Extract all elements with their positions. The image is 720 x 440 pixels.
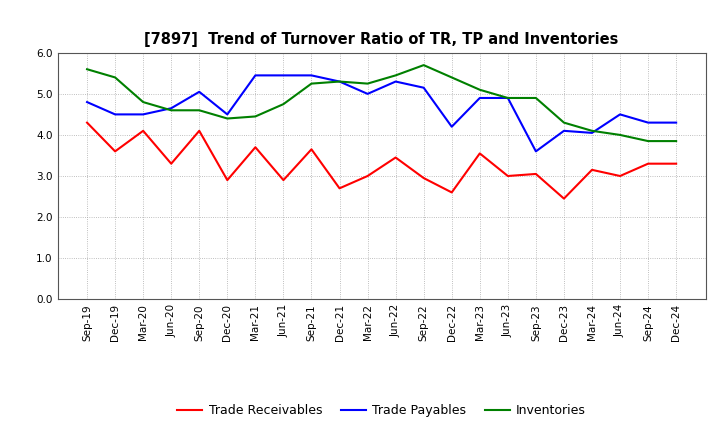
Trade Receivables: [279, 177, 288, 183]
Inventories: [419, 62, 428, 68]
Title: [7897]  Trend of Turnover Ratio of TR, TP and Inventories: [7897] Trend of Turnover Ratio of TR, TP…: [145, 33, 618, 48]
Trade Payables: [139, 112, 148, 117]
Trade Payables: [251, 73, 260, 78]
Trade Receivables: [531, 171, 540, 176]
Trade Payables: [531, 149, 540, 154]
Trade Payables: [588, 130, 596, 136]
Inventories: [364, 81, 372, 86]
Trade Receivables: [167, 161, 176, 166]
Trade Payables: [364, 91, 372, 96]
Inventories: [307, 81, 316, 86]
Inventories: [559, 120, 568, 125]
Trade Payables: [447, 124, 456, 129]
Trade Receivables: [447, 190, 456, 195]
Trade Payables: [279, 73, 288, 78]
Inventories: [83, 66, 91, 72]
Line: Inventories: Inventories: [87, 65, 676, 141]
Trade Receivables: [336, 186, 344, 191]
Trade Receivables: [364, 173, 372, 179]
Trade Payables: [223, 112, 232, 117]
Inventories: [644, 139, 652, 144]
Inventories: [391, 73, 400, 78]
Trade Receivables: [307, 147, 316, 152]
Line: Trade Receivables: Trade Receivables: [87, 123, 676, 198]
Trade Receivables: [419, 176, 428, 181]
Inventories: [531, 95, 540, 101]
Trade Receivables: [644, 161, 652, 166]
Inventories: [336, 79, 344, 84]
Trade Payables: [167, 106, 176, 111]
Inventories: [503, 95, 512, 101]
Inventories: [111, 75, 120, 80]
Trade Receivables: [503, 173, 512, 179]
Line: Trade Payables: Trade Payables: [87, 75, 676, 151]
Trade Payables: [559, 128, 568, 133]
Inventories: [167, 108, 176, 113]
Inventories: [251, 114, 260, 119]
Inventories: [475, 87, 484, 92]
Trade Receivables: [251, 145, 260, 150]
Inventories: [447, 75, 456, 80]
Trade Receivables: [588, 167, 596, 172]
Trade Receivables: [111, 149, 120, 154]
Inventories: [672, 139, 680, 144]
Inventories: [616, 132, 624, 138]
Trade Payables: [475, 95, 484, 101]
Trade Payables: [336, 79, 344, 84]
Trade Receivables: [139, 128, 148, 133]
Trade Receivables: [616, 173, 624, 179]
Inventories: [223, 116, 232, 121]
Trade Receivables: [195, 128, 204, 133]
Trade Payables: [503, 95, 512, 101]
Trade Receivables: [672, 161, 680, 166]
Trade Receivables: [559, 196, 568, 201]
Trade Payables: [419, 85, 428, 90]
Inventories: [588, 128, 596, 133]
Inventories: [139, 99, 148, 105]
Inventories: [279, 102, 288, 107]
Trade Payables: [391, 79, 400, 84]
Trade Payables: [83, 99, 91, 105]
Trade Payables: [616, 112, 624, 117]
Trade Payables: [644, 120, 652, 125]
Legend: Trade Receivables, Trade Payables, Inventories: Trade Receivables, Trade Payables, Inven…: [172, 399, 591, 422]
Trade Receivables: [391, 155, 400, 160]
Trade Payables: [195, 89, 204, 95]
Trade Payables: [307, 73, 316, 78]
Trade Payables: [111, 112, 120, 117]
Inventories: [195, 108, 204, 113]
Trade Receivables: [223, 177, 232, 183]
Trade Receivables: [83, 120, 91, 125]
Trade Receivables: [475, 151, 484, 156]
Trade Payables: [672, 120, 680, 125]
